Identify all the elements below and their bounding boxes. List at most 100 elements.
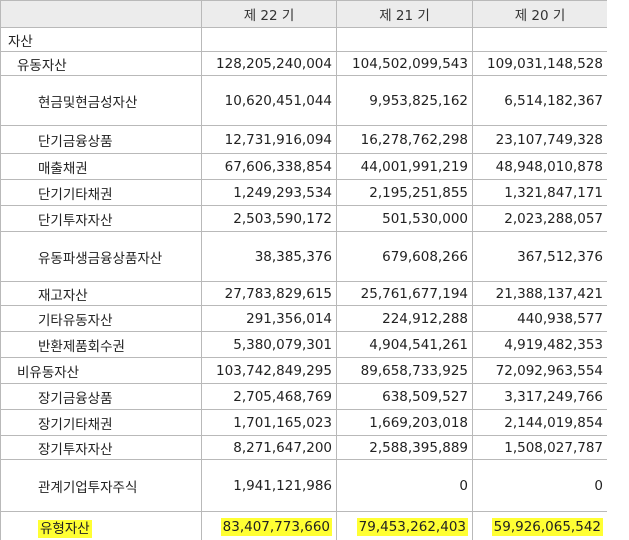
cell-value: 2,588,395,889 [369, 439, 468, 456]
cell-value: 104,502,099,543 [352, 55, 468, 72]
value-cell-period-22: 291,356,014 [201, 305, 337, 332]
financial-statement-sheet: 제 22 기 제 21 기 제 20 기 자산 유동자산 128,205,240,0… [0, 0, 607, 540]
row-label: 매출채권 [38, 160, 88, 177]
value-cell-period-20: 440,938,577 [472, 305, 607, 332]
cell-value: 2,023,288,057 [504, 210, 603, 227]
row-label-cell: 매출채권 [0, 153, 202, 180]
header-period-21: 제 21 기 [336, 0, 473, 28]
value-cell-period-21: 89,658,733,925 [336, 357, 473, 384]
table-row: 비유동자산 103,742,849,295 89,658,733,925 72,092… [0, 357, 607, 384]
value-cell-period-21: 79,453,262,403 [336, 511, 473, 540]
table-row: 재고자산 27,783,829,615 25,761,677,194 21,388,1… [0, 281, 607, 306]
value-cell-period-20: 1,508,027,787 [472, 435, 607, 460]
row-label-cell: 단기기타채권 [0, 179, 202, 206]
value-cell-period-22: 1,249,293,534 [201, 179, 337, 206]
value-cell-period-22: 67,606,338,854 [201, 153, 337, 180]
cell-value: 291,356,014 [246, 310, 332, 327]
value-cell-period-20: 0 [472, 459, 607, 512]
row-label-cell: 재고자산 [0, 281, 202, 306]
cell-value: 4,919,482,353 [504, 336, 603, 353]
row-label: 유동파생금융상품자산 [38, 250, 163, 267]
value-cell-period-21: 679,608,266 [336, 231, 473, 282]
cell-value: 109,031,148,528 [487, 55, 603, 72]
value-cell-period-21: 4,904,541,261 [336, 331, 473, 358]
value-cell-period-21 [336, 27, 473, 52]
table-row: 단기기타채권 1,249,293,534 2,195,251,855 1,321,84… [0, 179, 607, 206]
row-label-cell: 단기금융상품 [0, 125, 202, 154]
cell-value: 72,092,963,554 [495, 362, 603, 379]
value-cell-period-20: 1,321,847,171 [472, 179, 607, 206]
table-row: 장기금융상품 2,705,468,769 638,509,527 3,317,249,… [0, 383, 607, 410]
cell-value: 79,453,262,403 [356, 517, 468, 536]
cell-value: 367,512,376 [517, 248, 603, 265]
row-label-cell: 비유동자산 [0, 357, 202, 384]
value-cell-period-22 [201, 27, 337, 52]
cell-value: 1,508,027,787 [504, 439, 603, 456]
cell-value: 10,620,451,044 [224, 92, 332, 109]
row-label-cell: 자산 [0, 27, 202, 52]
table-row: 단기금융상품 12,731,916,094 16,278,762,298 23,107… [0, 125, 607, 154]
value-cell-period-22: 1,701,165,023 [201, 409, 337, 436]
cell-value: 4,904,541,261 [369, 336, 468, 353]
cell-value: 83,407,773,660 [220, 517, 332, 536]
value-cell-period-21: 1,669,203,018 [336, 409, 473, 436]
row-label-cell: 기타유동자산 [0, 305, 202, 332]
row-label: 유동자산 [17, 57, 67, 74]
value-cell-period-20: 72,092,963,554 [472, 357, 607, 384]
cell-value: 2,144,019,854 [504, 414, 603, 431]
row-label: 단기기타채권 [38, 186, 113, 203]
row-label: 반환제품회수권 [38, 338, 125, 355]
table-row: 유동자산 128,205,240,004 104,502,099,543 109,03… [0, 51, 607, 76]
value-cell-period-22: 27,783,829,615 [201, 281, 337, 306]
row-label: 관계기업투자주식 [38, 479, 138, 496]
balance-sheet-table: 제 22 기 제 21 기 제 20 기 자산 유동자산 128,205,240,0… [0, 0, 607, 540]
row-label: 장기금융상품 [38, 390, 113, 407]
value-cell-period-20: 2,144,019,854 [472, 409, 607, 436]
cell-value: 1,941,121,986 [233, 477, 332, 494]
table-row: 유형자산 83,407,773,660 79,453,262,403 59,926,0… [0, 511, 607, 540]
value-cell-period-22: 10,620,451,044 [201, 75, 337, 126]
row-label-cell: 장기기타채권 [0, 409, 202, 436]
value-cell-period-21: 501,530,000 [336, 205, 473, 232]
row-label: 현금및현금성자산 [38, 94, 138, 111]
value-cell-period-22: 83,407,773,660 [201, 511, 337, 540]
cell-value: 25,761,677,194 [360, 285, 468, 302]
cell-value: 0 [459, 477, 468, 494]
cell-value: 501,530,000 [382, 210, 468, 227]
value-cell-period-20: 4,919,482,353 [472, 331, 607, 358]
table-body: 자산 유동자산 128,205,240,004 104,502,099,543 109,… [0, 27, 607, 540]
cell-value: 1,321,847,171 [504, 184, 603, 201]
value-cell-period-21: 16,278,762,298 [336, 125, 473, 154]
value-cell-period-20: 2,023,288,057 [472, 205, 607, 232]
cell-value: 21,388,137,421 [495, 285, 603, 302]
row-label-cell: 유동파생금융상품자산 [0, 231, 202, 282]
row-label: 재고자산 [38, 287, 88, 304]
cell-value: 2,705,468,769 [233, 388, 332, 405]
header-period-20: 제 20 기 [472, 0, 607, 28]
value-cell-period-20: 21,388,137,421 [472, 281, 607, 306]
cell-value: 6,514,182,367 [504, 92, 603, 109]
table-row: 자산 [0, 27, 607, 52]
cell-value: 12,731,916,094 [224, 131, 332, 148]
value-cell-period-22: 2,705,468,769 [201, 383, 337, 410]
value-cell-period-22: 2,503,590,172 [201, 205, 337, 232]
cell-value: 0 [594, 477, 603, 494]
row-label: 유형자산 [38, 519, 92, 538]
row-label-cell: 유형자산 [0, 511, 202, 540]
value-cell-period-20: 59,926,065,542 [472, 511, 607, 540]
value-cell-period-20: 109,031,148,528 [472, 51, 607, 76]
cell-value: 48,948,010,878 [495, 158, 603, 175]
row-label-cell: 반환제품회수권 [0, 331, 202, 358]
value-cell-period-21: 0 [336, 459, 473, 512]
cell-value: 224,912,288 [382, 310, 468, 327]
cell-value: 44,001,991,219 [360, 158, 468, 175]
table-row: 단기투자자산 2,503,590,172 501,530,000 2,023,288,… [0, 205, 607, 232]
table-row: 관계기업투자주식 1,941,121,986 0 0 [0, 459, 607, 512]
table-row: 장기기타채권 1,701,165,023 1,669,203,018 2,144,01… [0, 409, 607, 436]
value-cell-period-21: 224,912,288 [336, 305, 473, 332]
cell-value: 1,669,203,018 [369, 414, 468, 431]
cell-value: 9,953,825,162 [369, 92, 468, 109]
row-label-cell: 관계기업투자주식 [0, 459, 202, 512]
value-cell-period-20 [472, 27, 607, 52]
cell-value: 8,271,647,200 [233, 439, 332, 456]
